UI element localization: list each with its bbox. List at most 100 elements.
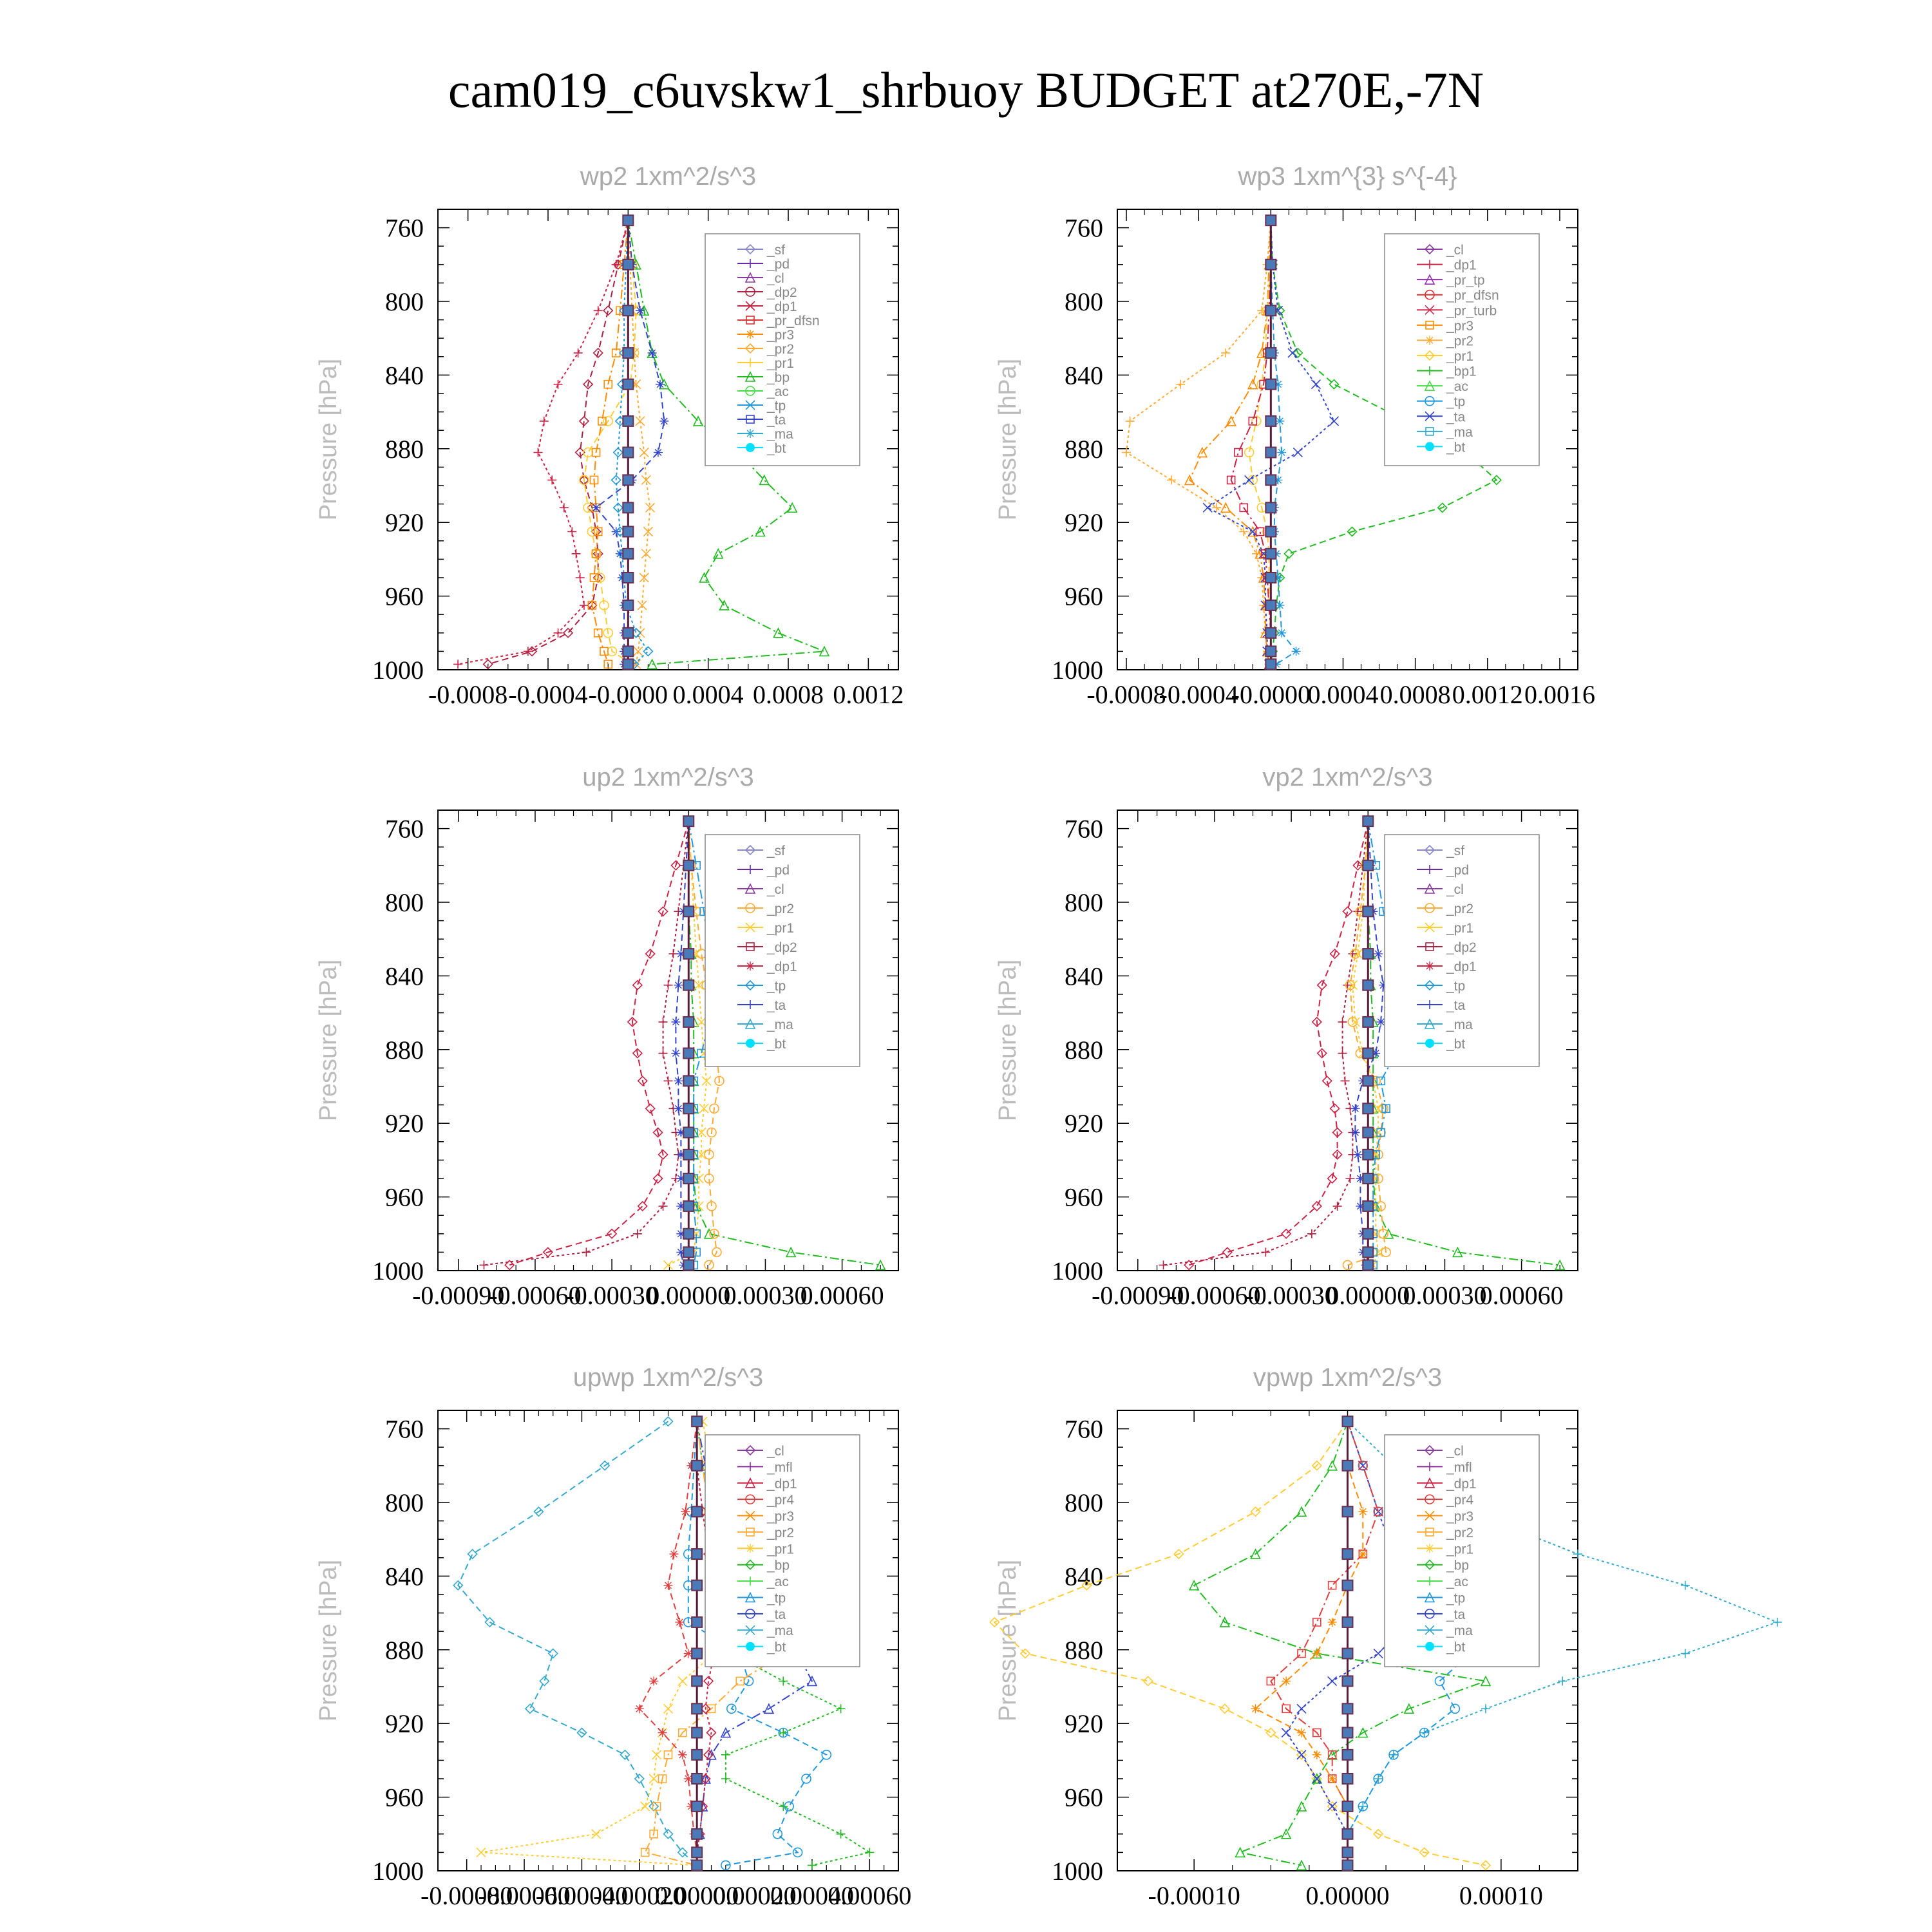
data-point [1327, 1617, 1337, 1627]
legend-marker [744, 343, 756, 354]
legend-entry: _bp [766, 370, 790, 385]
data-point [575, 573, 585, 582]
data-point [1327, 1801, 1338, 1812]
data-point [663, 1260, 674, 1270]
data-point [524, 1703, 536, 1714]
residual-marker [1341, 1416, 1354, 1428]
residual-marker [683, 1227, 695, 1240]
x-tick-label: -0.0004 [1159, 680, 1238, 709]
y-tick-label: 800 [1065, 287, 1103, 316]
legend-entry: _dp2 [766, 285, 797, 300]
residual-marker [691, 1416, 703, 1428]
data-point [1332, 1149, 1343, 1160]
panel-title: up2 1xm^2/s^3 [582, 763, 754, 791]
legend-entry: _cl [766, 882, 784, 897]
data-point [1312, 1728, 1321, 1738]
legend-marker [745, 903, 755, 913]
series-line-ma [457, 1421, 697, 1866]
legend-marker [744, 844, 756, 856]
series-line-tp [687, 1421, 828, 1866]
legend-marker [746, 1642, 755, 1651]
data-point [671, 1017, 681, 1027]
data-point [634, 1704, 644, 1714]
residual-marker [691, 1773, 703, 1785]
data-point [676, 1128, 686, 1137]
legend-entry: _dp1 [766, 960, 797, 974]
data-point [1452, 1246, 1463, 1258]
residual-marker [1341, 1548, 1354, 1560]
y-tick-label: 1000 [1052, 656, 1103, 685]
x-tick-label: 0.00000 [655, 1881, 739, 1910]
x-tick-label: 0.00060 [1480, 1281, 1564, 1310]
data-point [676, 1150, 686, 1159]
data-point [645, 948, 656, 960]
data-point [1176, 379, 1186, 389]
residual-marker [1265, 502, 1277, 514]
legend-marker [744, 980, 756, 991]
data-point [1419, 1847, 1430, 1858]
legend-entry: _pr1 [766, 1542, 794, 1557]
data-point [989, 1616, 1000, 1628]
legend-entry: _bt [766, 441, 786, 456]
legend-marker [746, 942, 755, 951]
legend-entry: _mfl [766, 1460, 793, 1475]
residual-marker [683, 1200, 695, 1212]
legend: _cl_mfl _dp1_pr4 _pr3 _pr2 _pr1_bp _ac _tp _ta _… [705, 1434, 860, 1667]
residual-marker [1341, 1846, 1354, 1859]
legend-entry: _bt [1446, 1037, 1465, 1052]
data-point [1019, 1648, 1031, 1659]
data-point [649, 1676, 659, 1686]
legend-entry: _pr1 [1446, 349, 1473, 364]
x-tick-label: 0.00020 [713, 1881, 797, 1910]
legend-entry: _pr1 [1446, 921, 1473, 936]
data-point [1450, 1703, 1461, 1714]
data-point [1255, 527, 1265, 536]
panel-6: vpwp 1xm^2/s^3 Pressure [hPa] 760 800 840 880… [989, 1363, 1782, 1910]
residual-marker [683, 815, 695, 828]
data-point [583, 379, 594, 390]
residual-marker [1265, 658, 1277, 670]
data-point [1197, 446, 1208, 458]
data-point [1329, 1103, 1340, 1114]
legend-marker [1424, 243, 1435, 255]
legend-marker [1425, 395, 1435, 406]
residual-marker [1265, 547, 1277, 560]
data-point [692, 415, 704, 426]
y-tick-label: 960 [1065, 582, 1103, 611]
legend-box [705, 1434, 860, 1667]
data-point [600, 1460, 611, 1471]
data-point [1374, 1774, 1383, 1783]
residual-marker [622, 214, 634, 227]
data-point [618, 573, 627, 582]
data-point [591, 526, 601, 537]
data-point [678, 1728, 687, 1738]
data-point [637, 1075, 648, 1086]
data-point [712, 1247, 722, 1258]
data-point [658, 1017, 668, 1027]
data-point [806, 1675, 818, 1687]
data-point [647, 658, 658, 670]
data-point [1244, 447, 1255, 458]
data-point [694, 1173, 704, 1184]
residual-marker [691, 1548, 703, 1560]
data-point [676, 949, 686, 959]
legend-entry: _tp [1446, 979, 1465, 994]
y-tick-label: 920 [385, 508, 424, 537]
x-tick-label: 0.00030 [1403, 1281, 1486, 1310]
data-point [778, 1727, 789, 1738]
y-tick-label: 760 [1065, 1415, 1103, 1444]
legend-marker [1425, 1577, 1434, 1586]
data-point [634, 1773, 645, 1785]
data-point [632, 1048, 643, 1059]
legend-entry: _pd [766, 257, 790, 272]
data-point [1273, 379, 1283, 389]
legend-box [1384, 233, 1540, 466]
data-point [784, 1801, 794, 1812]
data-point [1345, 1174, 1355, 1183]
data-point [706, 1201, 717, 1211]
legend-marker [1425, 1625, 1435, 1635]
data-point [652, 1750, 662, 1760]
y-tick-label: 800 [385, 1488, 424, 1517]
data-point [1434, 1676, 1445, 1687]
data-point [1381, 1247, 1391, 1258]
